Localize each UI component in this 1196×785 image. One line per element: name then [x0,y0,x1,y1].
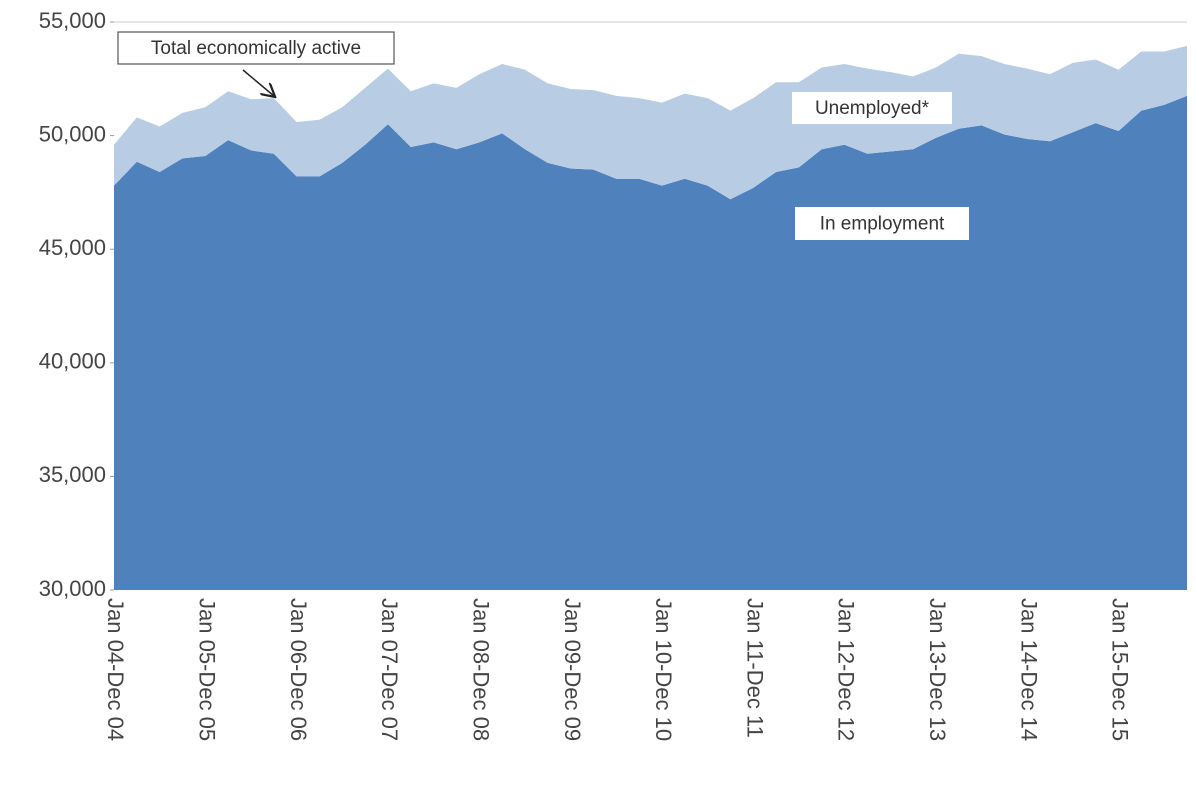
y-tick-label: 35,000 [39,462,106,487]
annotation: Total economically active [151,38,361,59]
x-tick-label: Jan 10-Dec 10 [651,598,676,741]
x-tick-label: Jan 08-Dec 08 [468,598,493,741]
x-tick-label: Jan 12-Dec 12 [834,598,859,741]
x-tick-label: Jan 05-Dec 05 [195,598,220,741]
x-tick-label: Jan 13-Dec 13 [925,598,950,741]
series-label: In employment [820,214,945,235]
series-label: Unemployed* [815,98,930,119]
y-tick-label: 40,000 [39,349,106,374]
x-tick-label: Jan 09-Dec 09 [560,598,585,741]
annotation-arrow [242,69,274,96]
y-tick-label: 55,000 [39,8,106,33]
y-tick-label: 30,000 [39,576,106,601]
x-tick-label: Jan 04-Dec 04 [103,598,128,741]
y-tick-label: 45,000 [39,235,106,260]
x-tick-label: Jan 15-Dec 15 [1108,598,1133,741]
x-tick-label: Jan 14-Dec 14 [1016,598,1041,741]
x-tick-label: Jan 06-Dec 06 [286,598,311,741]
y-tick-label: 50,000 [39,121,106,146]
series-label-box [792,92,952,124]
area-1 [114,45,1187,200]
annotation-box [117,31,395,65]
series-label-box [795,207,969,240]
x-tick-label: Jan 11-Dec 11 [742,598,767,738]
x-tick-label: Jan 07-Dec 07 [377,598,402,741]
